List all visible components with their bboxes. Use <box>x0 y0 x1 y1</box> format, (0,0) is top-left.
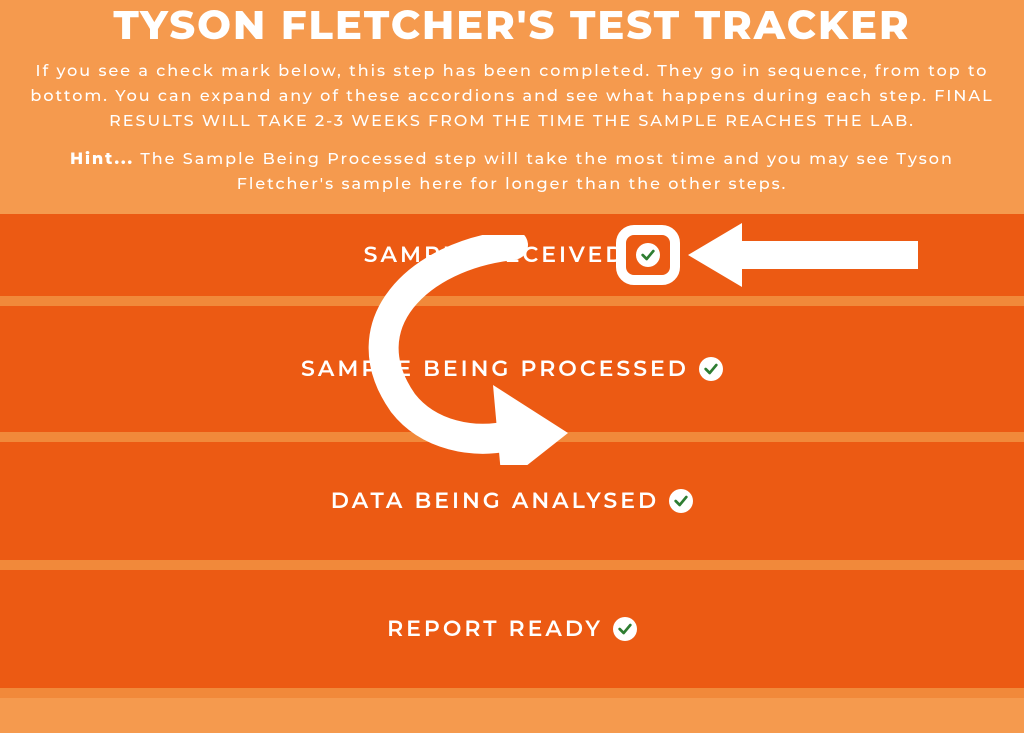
accordion-step-report-ready[interactable]: REPORT READY <box>0 570 1024 698</box>
page-title: TYSON FLETCHER'S TEST TRACKER <box>20 4 1004 48</box>
tracker-header: TYSON FLETCHER'S TEST TRACKER If you see… <box>0 0 1024 214</box>
step-label: SAMPLE RECEIVED <box>364 241 627 268</box>
accordion-step-data-being-analysed[interactable]: DATA BEING ANALYSED <box>0 442 1024 570</box>
accordion-step-sample-being-processed[interactable]: SAMPLE BEING PROCESSED <box>0 306 1024 442</box>
checkmark-icon <box>613 617 637 641</box>
hint-body: The Sample Being Processed step will tak… <box>134 150 954 194</box>
step-label: DATA BEING ANALYSED <box>331 487 659 514</box>
intro-text: If you see a check mark below, this step… <box>20 60 1004 134</box>
hint-text: Hint... The Sample Being Processed step … <box>20 148 1004 198</box>
checkmark-icon <box>636 243 660 267</box>
step-label: SAMPLE BEING PROCESSED <box>301 355 689 382</box>
step-label: REPORT READY <box>387 615 603 642</box>
hint-label: Hint... <box>70 150 134 169</box>
checkmark-icon <box>669 489 693 513</box>
accordion-step-sample-received[interactable]: SAMPLE RECEIVED <box>0 214 1024 306</box>
checkmark-icon <box>699 357 723 381</box>
steps-container: SAMPLE RECEIVED SAMPLE BEING PROCESSED D… <box>0 214 1024 698</box>
